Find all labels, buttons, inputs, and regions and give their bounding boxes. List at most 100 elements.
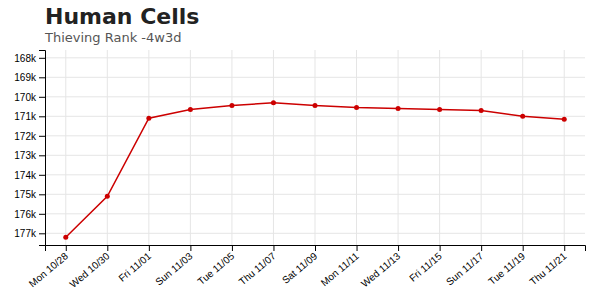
- tick-label: Fri 11/15: [407, 250, 444, 284]
- tick: 170k: [14, 92, 45, 103]
- tick-label: Tue 11/05: [195, 250, 236, 287]
- tick-mark: [440, 245, 441, 251]
- tick: 169k: [14, 72, 45, 83]
- tick-label: Fri 11/01: [116, 250, 153, 284]
- plot: 168k 169k 170k 171k 172k 173k 174k 175k 176k 177k…: [14, 50, 585, 290]
- point: [562, 117, 567, 122]
- tick: Sat 11/09: [280, 245, 320, 286]
- tick-mark: [232, 245, 233, 251]
- grid-line: [522, 50, 523, 245]
- tick: Mon 10/28: [27, 245, 71, 289]
- point: [229, 103, 234, 108]
- tick-label: Thu 11/21: [527, 250, 568, 287]
- tick-mark: [39, 155, 45, 156]
- point: [271, 100, 276, 105]
- tick: Fri 11/15: [407, 245, 444, 284]
- tick-mark: [564, 245, 565, 251]
- tick: 172k: [14, 131, 45, 142]
- tick: 175k: [14, 189, 45, 200]
- marks: [63, 100, 566, 240]
- tick-mark: [315, 245, 316, 251]
- tick: Sun 11/03: [153, 245, 195, 288]
- tick-label: 177k: [14, 228, 37, 239]
- subtitle: Thieving Rank -4w3d: [44, 30, 181, 45]
- tick-label: 168k: [14, 53, 37, 64]
- grid-line: [481, 50, 482, 245]
- grid-line: [65, 50, 66, 245]
- grid: [45, 50, 585, 245]
- axis-line: [39, 51, 46, 246]
- tick-label: Wed 11/13: [359, 250, 403, 289]
- tick: 168k: [14, 53, 45, 64]
- tick-label: 171k: [14, 111, 37, 122]
- tick-mark: [149, 245, 150, 251]
- tick-label: 169k: [14, 72, 37, 83]
- tick: Tue 11/19: [486, 245, 527, 287]
- tick: Thu 11/07: [237, 245, 278, 287]
- tick-label: Tue 11/19: [486, 250, 527, 287]
- tick-label: Thu 11/07: [237, 250, 278, 287]
- axis-line: [46, 246, 586, 252]
- tick-label: Sun 11/03: [153, 250, 195, 288]
- grid-line: [398, 50, 399, 245]
- chart: Human CellsThieving Rank -4w3d 168k 169k 17…: [0, 0, 600, 300]
- tick-mark: [107, 245, 108, 251]
- tick-mark: [357, 245, 358, 251]
- tick-mark: [39, 58, 45, 59]
- point: [396, 106, 401, 111]
- tick-label: Mon 11/11: [319, 250, 361, 288]
- x-axis: Mon 10/28Wed 10/30Fri 11/01Sun 11/03Tue …: [27, 245, 586, 290]
- point: [63, 235, 68, 240]
- tick-mark: [273, 245, 274, 251]
- y-axis: 168k 169k 170k 171k 172k 173k 174k 175k 176k 177k: [14, 51, 45, 246]
- tick-mark: [39, 175, 45, 176]
- point: [437, 107, 442, 112]
- tick-mark: [39, 77, 45, 78]
- point: [313, 103, 318, 108]
- grid-line: [564, 50, 565, 245]
- tick: Tue 11/05: [195, 245, 236, 287]
- tick-label: 172k: [14, 131, 37, 142]
- tick: Thu 11/21: [527, 245, 568, 287]
- tick-mark: [39, 214, 45, 215]
- tick-label: 173k: [14, 150, 37, 161]
- tick-mark: [39, 194, 45, 195]
- tick-mark: [39, 136, 45, 137]
- grid-line: [315, 50, 316, 245]
- tick-label: 170k: [14, 92, 37, 103]
- point: [188, 107, 193, 112]
- tick-label: 175k: [14, 189, 37, 200]
- tick: 176k: [14, 209, 45, 220]
- tick-mark: [523, 245, 524, 251]
- tick-label: Mon 10/28: [27, 250, 71, 289]
- grid-line: [107, 50, 108, 245]
- tick: Wed 10/30: [68, 245, 112, 290]
- point: [105, 194, 110, 199]
- point: [146, 116, 151, 121]
- tick: Mon 11/11: [319, 245, 361, 288]
- tick-label: 176k: [14, 209, 37, 220]
- tick-label: Sat 11/09: [280, 250, 320, 286]
- tick-mark: [39, 233, 45, 234]
- grid-line: [273, 50, 274, 245]
- tick: Sun 11/17: [444, 245, 486, 288]
- tick: Wed 11/13: [359, 245, 403, 289]
- tick: Fri 11/01: [116, 245, 153, 284]
- title: Human Cells: [45, 4, 199, 29]
- line: [66, 103, 564, 238]
- tick: 177k: [14, 228, 45, 239]
- tick: 171k: [14, 111, 45, 122]
- grid-line: [356, 50, 357, 245]
- tick: 174k: [14, 170, 45, 181]
- tick-mark: [481, 245, 482, 251]
- tick-label: 174k: [14, 170, 37, 181]
- tick-mark: [39, 97, 45, 98]
- tick-label: Sun 11/17: [444, 250, 486, 288]
- tick-mark: [66, 245, 67, 251]
- grid-line: [148, 50, 149, 245]
- tick: 173k: [14, 150, 45, 161]
- point: [354, 105, 359, 110]
- point: [479, 108, 484, 113]
- grid-line: [190, 50, 191, 245]
- tick-mark: [39, 116, 45, 117]
